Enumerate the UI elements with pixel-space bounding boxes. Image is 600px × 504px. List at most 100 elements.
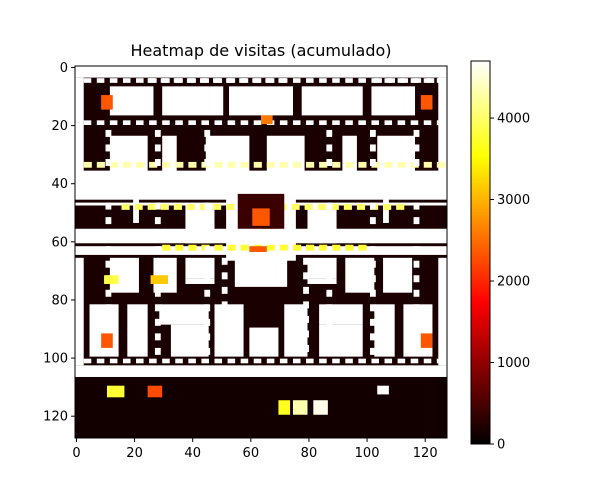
heatmap-wall-cell — [249, 327, 279, 357]
heatmap-visit-cell — [292, 78, 301, 83]
heatmap-visit-cell — [186, 204, 196, 210]
heatmap-hotspot-cell — [101, 333, 113, 348]
heatmap-visit-cell — [154, 173, 161, 181]
heatmap-visit-cell — [154, 246, 161, 254]
heatmap-visit-cell — [188, 244, 197, 251]
heatmap-visit-cell — [326, 144, 333, 152]
y-tick-label: 60 — [51, 235, 68, 250]
heatmap-visit-cell — [122, 358, 131, 364]
heatmap-visit-cell — [279, 358, 288, 364]
plot-frame — [74, 65, 448, 439]
heatmap-visit-cell — [319, 244, 328, 251]
heatmap-visit-cell — [413, 231, 420, 239]
x-tick-label: 0 — [72, 446, 80, 461]
heatmap-hotspot-cell — [278, 400, 291, 415]
heatmap-hotspot-cell — [150, 275, 168, 284]
heatmap-visit-cell — [332, 120, 340, 125]
heatmap-visit-cell — [330, 204, 339, 210]
heatmap-visit-cell — [122, 161, 132, 168]
heatmap-visit-cell — [240, 78, 249, 83]
heatmap-visit-cell — [326, 202, 333, 210]
heatmap-hotspot-cell — [106, 385, 125, 398]
heatmap-visit-cell — [292, 244, 302, 251]
heatmap-visit-cell — [266, 244, 275, 251]
x-tick-label: 80 — [301, 446, 318, 461]
heatmap-visit-cell — [109, 78, 118, 83]
heatmap-visit-cell — [358, 358, 366, 364]
heatmap-plot-area — [75, 66, 447, 438]
heatmap-wall-cell — [162, 86, 224, 116]
x-tick-label: 20 — [126, 446, 143, 461]
heatmap-visit-cell — [371, 358, 379, 364]
heatmap-wall-cell — [159, 304, 209, 325]
y-tick-label: 0 — [60, 61, 68, 76]
heatmap-visit-cell — [201, 78, 209, 83]
heatmap-hotspot-cell — [420, 333, 433, 348]
heatmap-visit-cell — [154, 333, 161, 341]
heatmap-visit-cell — [227, 358, 236, 364]
heatmap-wall-cell — [214, 304, 244, 357]
heatmap-visit-cell — [410, 120, 419, 125]
heatmap-visit-cell — [292, 120, 301, 125]
heatmap-visit-cell — [345, 358, 353, 364]
heatmap-visit-cell — [175, 78, 183, 83]
heatmap-visit-cell — [326, 129, 333, 137]
heatmap-visit-cell — [154, 304, 161, 312]
y-tick-label: 100 — [43, 352, 68, 367]
heatmap-visit-cell — [303, 330, 309, 338]
heatmap-visit-cell — [122, 78, 131, 83]
y-tick-label: 40 — [51, 177, 68, 192]
heatmap-visit-cell — [253, 358, 262, 364]
heatmap-visit-cell — [413, 144, 420, 152]
heatmap-visit-cell — [204, 260, 211, 268]
heatmap-visit-cell — [154, 188, 161, 196]
heatmap-visit-cell — [162, 78, 170, 83]
heatmap-visit-cell — [162, 358, 170, 364]
heatmap-visit-cell — [369, 304, 376, 312]
colorbar-axis: 0 1000 2000 3000 4000 — [490, 112, 530, 453]
heatmap-visit-cell — [369, 202, 376, 210]
heatmap-visit-cell — [162, 244, 171, 251]
heatmap-wall-cell — [75, 257, 84, 366]
heatmap-visit-cell — [384, 120, 393, 125]
heatmap-visit-cell — [384, 358, 393, 364]
heatmap-visit-cell — [105, 260, 112, 268]
heatmap-visit-cell — [240, 120, 249, 125]
heatmap-visit-cell — [201, 120, 209, 125]
heatmap-visit-cell — [147, 204, 156, 210]
heatmap-hud-strip — [75, 376, 447, 438]
heatmap-visit-cell — [221, 345, 228, 352]
heatmap-visit-cell — [279, 78, 288, 83]
heatmap-visit-cell — [154, 144, 161, 152]
heatmap-visit-cell — [240, 358, 249, 364]
heatmap-hotspot-cell — [101, 95, 113, 110]
heatmap-visit-cell — [213, 204, 222, 210]
heatmap-visit-cell — [423, 78, 432, 83]
heatmap-visit-cell — [214, 120, 223, 125]
heatmap-visit-cell — [227, 78, 236, 83]
heatmap-visit-cell — [413, 260, 420, 268]
heatmap-hotspot-cell — [420, 95, 433, 110]
heatmap-visit-cell — [303, 272, 309, 280]
heatmap-visit-cell — [358, 120, 366, 125]
heatmap-wall-cell — [383, 257, 413, 293]
heatmap-visit-cell — [227, 244, 236, 251]
x-tick-label: 120 — [413, 446, 438, 461]
heatmap-visit-cell — [413, 173, 420, 181]
heatmap-wall-cell — [170, 324, 209, 357]
heatmap-visit-cell — [109, 358, 118, 364]
heatmap-visit-cell — [214, 244, 223, 251]
heatmap-wall-cell — [89, 304, 119, 357]
heatmap-visit-cell — [188, 78, 196, 83]
heatmap-visit-cell — [423, 120, 432, 125]
x-axis: 0 20 40 60 80 100 120 — [72, 438, 438, 461]
heatmap-visit-cell — [423, 358, 432, 364]
heatmap-visit-cell — [291, 204, 300, 210]
heatmap-visit-cell — [369, 188, 376, 196]
heatmap-visit-cell — [326, 159, 333, 166]
heatmap-visit-cell — [369, 144, 376, 152]
heatmap-visit-cell — [332, 161, 341, 168]
heatmap-visit-cell — [105, 304, 112, 312]
heatmap-visit-cell — [105, 231, 112, 239]
heatmap-visit-cell — [204, 246, 211, 254]
